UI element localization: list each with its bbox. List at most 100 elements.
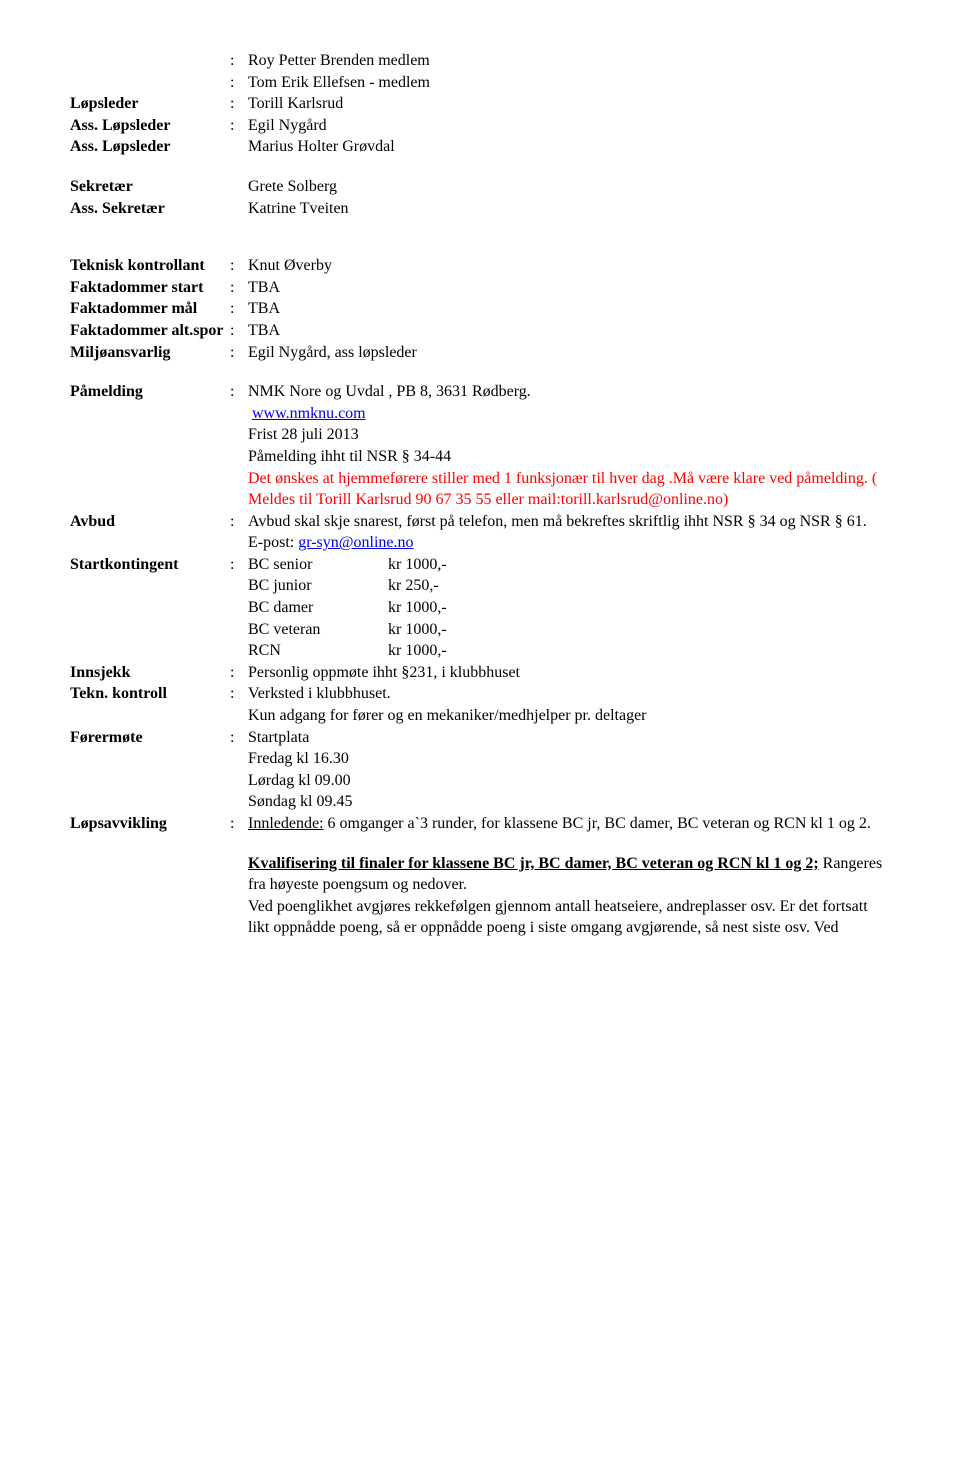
role-label: Ass. Sekretær bbox=[70, 198, 230, 220]
colon: : bbox=[230, 554, 248, 662]
forermote-line: Fredag kl 16.30 bbox=[248, 750, 349, 767]
role-label: Løpsleder bbox=[70, 93, 230, 115]
tech-row: Faktadommer mål : TBA bbox=[70, 298, 890, 320]
price-row: BC veterankr 1000,- bbox=[248, 619, 890, 641]
startkontingent-row: Startkontingent : BC seniorkr 1000,- BC … bbox=[70, 554, 890, 662]
innsjekk-label: Innsjekk bbox=[70, 662, 230, 684]
role-row: Ass. Løpsleder : Egil Nygård bbox=[70, 115, 890, 137]
role-value: Torill Karlsrud bbox=[248, 93, 890, 115]
price-value: kr 250,- bbox=[388, 575, 439, 597]
pamelding-row: Påmelding : NMK Nore og Uvdal , PB 8, 36… bbox=[70, 381, 890, 511]
colon: : bbox=[230, 255, 248, 277]
tech-value: TBA bbox=[248, 277, 890, 299]
pamelding-link[interactable]: www.nmknu.com bbox=[252, 405, 366, 422]
tech-label: Teknisk kontrollant bbox=[70, 255, 230, 277]
avbud-row: Avbud : Avbud skal skje snarest, først p… bbox=[70, 511, 890, 554]
avbud-epost-prefix: E-post: bbox=[248, 534, 298, 551]
price-name: BC senior bbox=[248, 554, 388, 576]
tech-row: Faktadommer start : TBA bbox=[70, 277, 890, 299]
role-value: Katrine Tveiten bbox=[248, 198, 890, 220]
price-value: kr 1000,- bbox=[388, 597, 447, 619]
tech-value: TBA bbox=[248, 298, 890, 320]
kval-p2: Ved poenglikhet avgjøres rekkefølgen gje… bbox=[248, 898, 868, 937]
innledende-rest: 6 omganger a`3 runder, for klassene BC j… bbox=[324, 815, 871, 832]
tech-row: Teknisk kontrollant : Knut Øverby bbox=[70, 255, 890, 277]
price-value: kr 1000,- bbox=[388, 640, 447, 662]
colon: : bbox=[230, 662, 248, 684]
tech-row: Faktadommer alt.spor : TBA bbox=[70, 320, 890, 342]
role-row: Løpsleder : Torill Karlsrud bbox=[70, 93, 890, 115]
forermote-value: Startplata Fredag kl 16.30 Lørdag kl 09.… bbox=[248, 727, 890, 813]
colon: : bbox=[230, 342, 248, 364]
colon: : bbox=[230, 93, 248, 115]
role-label: Ass. Løpsleder bbox=[70, 115, 230, 137]
colon: : bbox=[230, 72, 248, 94]
colon: : bbox=[230, 298, 248, 320]
price-row: BC damerkr 1000,- bbox=[248, 597, 890, 619]
role-row: Ass. Løpsleder Marius Holter Grøvdal bbox=[70, 136, 890, 158]
tekn-line1: Verksted i klubbhuset. bbox=[248, 685, 391, 702]
pamelding-red: Det ønskes at hjemmeførere stiller med 1… bbox=[248, 470, 877, 509]
lopsavvikling-value: Innledende: 6 omganger a`3 runder, for k… bbox=[248, 813, 890, 939]
role-value: Grete Solberg bbox=[248, 176, 890, 198]
pamelding-value: NMK Nore og Uvdal , PB 8, 3631 Rødberg. … bbox=[248, 381, 890, 511]
tech-value: Knut Øverby bbox=[248, 255, 890, 277]
price-name: RCN bbox=[248, 640, 388, 662]
member-row: : Tom Erik Ellefsen - medlem bbox=[70, 72, 890, 94]
colon bbox=[230, 176, 248, 198]
tekn-line2: Kun adgang for fører og en mekaniker/med… bbox=[248, 707, 647, 724]
forermote-line: Lørdag kl 09.00 bbox=[248, 772, 351, 789]
tech-label: Faktadommer start bbox=[70, 277, 230, 299]
colon: : bbox=[230, 511, 248, 554]
innledende-label: Innledende: bbox=[248, 815, 324, 832]
role-row: Ass. Sekretær Katrine Tveiten bbox=[70, 198, 890, 220]
avbud-value: Avbud skal skje snarest, først på telefo… bbox=[248, 511, 890, 554]
colon: : bbox=[230, 50, 248, 72]
pamelding-line1: NMK Nore og Uvdal , PB 8, 3631 Rødberg. bbox=[248, 383, 531, 400]
innsjekk-value: Personlig oppmøte ihht §231, i klubbhuse… bbox=[248, 662, 890, 684]
tech-label: Miljøansvarlig bbox=[70, 342, 230, 364]
forermote-row: Førermøte : Startplata Fredag kl 16.30 L… bbox=[70, 727, 890, 813]
colon: : bbox=[230, 683, 248, 726]
tekn-row: Tekn. kontroll : Verksted i klubbhuset. … bbox=[70, 683, 890, 726]
role-label: Sekretær bbox=[70, 176, 230, 198]
forermote-label: Førermøte bbox=[70, 727, 230, 813]
tekn-label: Tekn. kontroll bbox=[70, 683, 230, 726]
colon bbox=[230, 198, 248, 220]
startkontingent-label: Startkontingent bbox=[70, 554, 230, 662]
lopsavvikling-row: Løpsavvikling : Innledende: 6 omganger a… bbox=[70, 813, 890, 939]
member-value: Roy Petter Brenden medlem bbox=[248, 50, 890, 72]
pamelding-line4: Påmelding ihht til NSR § 34-44 bbox=[248, 448, 451, 465]
price-row: BC juniorkr 250,- bbox=[248, 575, 890, 597]
role-value: Marius Holter Grøvdal bbox=[248, 136, 890, 158]
lopsavvikling-label: Løpsavvikling bbox=[70, 813, 230, 939]
tekn-value: Verksted i klubbhuset. Kun adgang for fø… bbox=[248, 683, 890, 726]
kval-heading: Kvalifisering til finaler for klassene B… bbox=[248, 855, 819, 872]
colon: : bbox=[230, 727, 248, 813]
colon bbox=[230, 136, 248, 158]
role-label: Ass. Løpsleder bbox=[70, 136, 230, 158]
avbud-epost-link[interactable]: gr-syn@online.no bbox=[298, 534, 413, 551]
role-value: Egil Nygård bbox=[248, 115, 890, 137]
tech-row: Miljøansvarlig : Egil Nygård, ass løpsle… bbox=[70, 342, 890, 364]
tech-value: TBA bbox=[248, 320, 890, 342]
forermote-line: Startplata bbox=[248, 729, 309, 746]
price-name: BC veteran bbox=[248, 619, 388, 641]
price-name: BC damer bbox=[248, 597, 388, 619]
pamelding-line3: Frist 28 juli 2013 bbox=[248, 426, 359, 443]
price-name: BC junior bbox=[248, 575, 388, 597]
avbud-line1: Avbud skal skje snarest, først på telefo… bbox=[248, 513, 867, 530]
colon: : bbox=[230, 320, 248, 342]
member-value: Tom Erik Ellefsen - medlem bbox=[248, 72, 890, 94]
innsjekk-row: Innsjekk : Personlig oppmøte ihht §231, … bbox=[70, 662, 890, 684]
pamelding-label: Påmelding bbox=[70, 381, 230, 511]
colon: : bbox=[230, 277, 248, 299]
tech-label: Faktadommer alt.spor bbox=[70, 320, 230, 342]
colon: : bbox=[230, 115, 248, 137]
tech-label: Faktadommer mål bbox=[70, 298, 230, 320]
forermote-line: Søndag kl 09.45 bbox=[248, 793, 352, 810]
role-row: Sekretær Grete Solberg bbox=[70, 176, 890, 198]
tech-value: Egil Nygård, ass løpsleder bbox=[248, 342, 890, 364]
member-row: : Roy Petter Brenden medlem bbox=[70, 50, 890, 72]
price-value: kr 1000,- bbox=[388, 619, 447, 641]
